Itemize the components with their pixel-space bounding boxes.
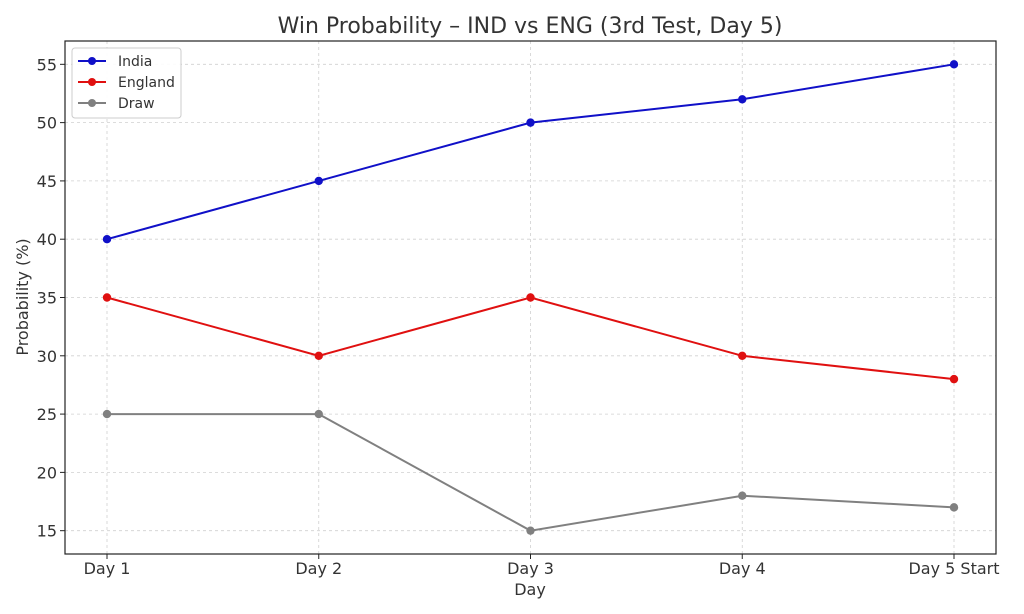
grid xyxy=(65,41,996,554)
legend-box xyxy=(71,47,182,119)
legend-label-india: India xyxy=(118,54,152,70)
data-point-england xyxy=(949,374,959,384)
y-tick-label: 15 xyxy=(37,522,57,541)
data-point-india xyxy=(314,176,323,186)
x-tick-label: Day 5 Start xyxy=(908,559,999,578)
data-point-india xyxy=(526,118,535,127)
ticks: Day 1 Day 2 Day 3 Day 4 Day 5 Start 15 20 25 30 3… xyxy=(37,55,1000,578)
series-layer xyxy=(102,60,959,535)
y-axis-label: Probability (%) xyxy=(13,238,32,355)
x-tick-label: Day 4 xyxy=(719,559,766,578)
legend-marker-draw xyxy=(88,99,96,107)
data-point-draw xyxy=(738,491,747,500)
x-tick-label: Day 3 xyxy=(507,559,554,578)
y-tick-label: 50 xyxy=(37,114,57,133)
y-tick-label: 40 xyxy=(37,230,57,249)
data-point-draw xyxy=(314,409,323,419)
data-point-draw xyxy=(526,526,535,535)
y-tick-label: 55 xyxy=(37,55,57,74)
data-point-india xyxy=(949,60,959,69)
data-point-india xyxy=(738,95,747,104)
x-axis-label: Day xyxy=(514,580,546,599)
legend-marker-india xyxy=(88,57,96,65)
legend: India England Draw xyxy=(71,47,182,119)
data-point-england xyxy=(738,351,747,360)
data-point-draw xyxy=(102,409,112,419)
legend-label-england: England xyxy=(118,75,175,91)
data-point-england xyxy=(102,293,112,302)
x-tick-label: Day 2 xyxy=(295,559,342,578)
x-tick-label: Day 1 xyxy=(84,559,131,578)
y-tick-label: 20 xyxy=(37,463,57,482)
data-point-england xyxy=(526,293,535,302)
data-point-india xyxy=(102,235,112,244)
y-tick-label: 30 xyxy=(37,347,57,366)
legend-label-draw: Draw xyxy=(118,96,155,112)
y-tick-label: 35 xyxy=(37,289,57,308)
data-point-draw xyxy=(949,503,959,512)
legend-marker-england xyxy=(88,78,96,86)
y-tick-label: 45 xyxy=(37,172,57,191)
chart-title: Win Probability – IND vs ENG (3rd Test, … xyxy=(278,14,783,39)
data-point-england xyxy=(314,351,323,360)
y-tick-label: 25 xyxy=(37,405,57,424)
